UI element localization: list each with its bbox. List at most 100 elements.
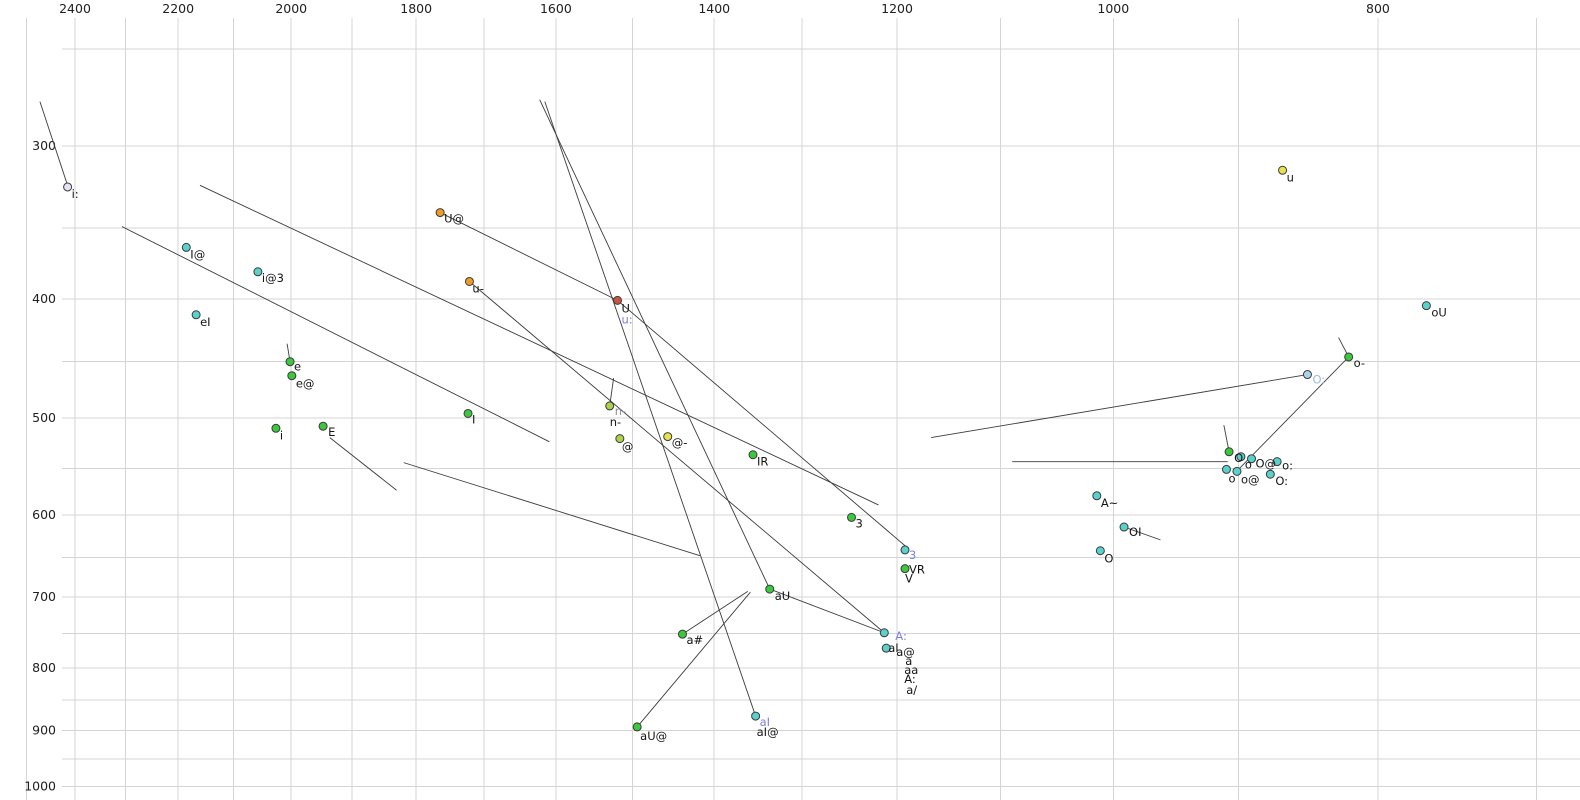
x-axis-tick-label: 1400 bbox=[698, 1, 730, 16]
vowel-label: i: bbox=[72, 187, 79, 201]
vowel-point[interactable] bbox=[663, 432, 673, 442]
vowel-label: eI bbox=[200, 315, 210, 329]
vowel-label: O: bbox=[1275, 474, 1288, 488]
vowel-points bbox=[63, 165, 1431, 732]
vowel-label: o- bbox=[1354, 356, 1365, 370]
vowel-point[interactable] bbox=[605, 401, 615, 411]
vowel-label: u- bbox=[472, 281, 483, 295]
y-axis-tick-label: 500 bbox=[32, 410, 56, 425]
y-axis-tick-label: 300 bbox=[32, 138, 56, 153]
vowel-point[interactable] bbox=[612, 295, 622, 305]
x-axis-tick-label: 1200 bbox=[881, 1, 913, 16]
vowel-point[interactable] bbox=[1272, 457, 1282, 467]
vowel-point[interactable] bbox=[1119, 522, 1129, 532]
vowel-label: A~ bbox=[1101, 496, 1119, 510]
y-axis-tick-label: 900 bbox=[32, 722, 56, 737]
vowel-point[interactable] bbox=[63, 182, 73, 192]
vowel-label: aI bbox=[888, 641, 898, 655]
vowel-label: e bbox=[294, 360, 301, 374]
trajectory-line bbox=[609, 377, 615, 406]
vowel-label: O@ bbox=[1256, 457, 1277, 471]
vowel-point[interactable] bbox=[463, 408, 473, 418]
vowel-label: n- bbox=[615, 404, 626, 418]
trajectory-line bbox=[469, 281, 885, 634]
vowel-point[interactable] bbox=[847, 512, 857, 522]
y-axis-tick-label: 400 bbox=[32, 291, 56, 306]
vowel-label: a/ bbox=[906, 683, 917, 697]
vowel-point[interactable] bbox=[615, 434, 625, 444]
vowel-point[interactable] bbox=[1092, 491, 1102, 501]
vowel-label: u: bbox=[621, 312, 632, 326]
vowel-label: A: bbox=[904, 672, 916, 686]
y-axis-tick-label: 700 bbox=[32, 589, 56, 604]
trajectory-line bbox=[617, 300, 909, 549]
vowel-point[interactable] bbox=[1344, 352, 1354, 362]
vowel-point[interactable] bbox=[1095, 546, 1105, 556]
vowel-point[interactable] bbox=[900, 545, 910, 555]
trajectory-line bbox=[329, 437, 397, 491]
x-axis-tick-label: 800 bbox=[1366, 1, 1390, 16]
vowel-point[interactable] bbox=[900, 564, 910, 574]
vowel-point[interactable] bbox=[181, 242, 191, 252]
trajectory-line bbox=[121, 226, 550, 443]
vowel-point[interactable] bbox=[285, 357, 295, 367]
vowel-point[interactable] bbox=[191, 310, 201, 320]
vowel-label: A: bbox=[895, 629, 907, 643]
vowel-point[interactable] bbox=[318, 421, 328, 431]
vowel-label: e@ bbox=[296, 377, 315, 391]
vowel-label: o bbox=[1245, 458, 1252, 472]
y-axis-tick-label: 800 bbox=[32, 660, 56, 675]
vowel-point[interactable] bbox=[1421, 301, 1431, 311]
vowel-label: U bbox=[621, 301, 629, 315]
vowel-label: O: bbox=[1312, 373, 1325, 387]
vowel-label: 3 bbox=[909, 548, 916, 562]
vowel-point[interactable] bbox=[1247, 454, 1257, 464]
x-axis-tick-label: 1600 bbox=[540, 1, 572, 16]
vowel-label: aI bbox=[760, 715, 770, 729]
trajectory-line bbox=[1223, 425, 1230, 452]
x-axis-tick-label: 2200 bbox=[162, 1, 194, 16]
trajectory-line bbox=[769, 588, 885, 634]
vowel-point[interactable] bbox=[1221, 464, 1231, 474]
vowel-label: VR bbox=[909, 563, 925, 577]
trajectory-line bbox=[439, 212, 618, 301]
vowel-label: I bbox=[472, 412, 475, 426]
vowel-point[interactable] bbox=[435, 208, 445, 218]
vowel-point[interactable] bbox=[765, 584, 775, 594]
vowel-point[interactable] bbox=[1232, 466, 1242, 476]
vowel-point[interactable] bbox=[287, 371, 297, 381]
trajectory-line bbox=[544, 101, 757, 717]
vowel-point[interactable] bbox=[1302, 370, 1312, 380]
trajectory-line bbox=[1123, 526, 1161, 541]
vowel-point[interactable] bbox=[1236, 452, 1246, 462]
vowel-label: i bbox=[280, 428, 283, 442]
vowel-point[interactable] bbox=[464, 276, 474, 286]
y-axis-tick-label: 600 bbox=[32, 507, 56, 522]
gridlines bbox=[26, 18, 1580, 800]
vowel-point[interactable] bbox=[632, 722, 642, 732]
vowel-point[interactable] bbox=[1278, 165, 1288, 175]
trajectory-line bbox=[403, 462, 701, 557]
vowel-label: u bbox=[1287, 170, 1294, 184]
vowel-point[interactable] bbox=[271, 423, 281, 433]
vowel-point[interactable] bbox=[881, 643, 891, 653]
vowel-label: OI bbox=[1129, 525, 1141, 539]
vowel-point[interactable] bbox=[1224, 447, 1234, 457]
y-axis-tick-label: 1000 bbox=[24, 779, 56, 794]
vowel-label: E bbox=[328, 425, 335, 439]
vowel-point[interactable] bbox=[677, 629, 687, 639]
vowel-point[interactable] bbox=[751, 711, 761, 721]
vowel-label: a bbox=[905, 654, 912, 668]
vowel-label: aa bbox=[904, 663, 918, 677]
vowel-label: aU bbox=[775, 589, 790, 603]
vowel-point[interactable] bbox=[253, 267, 263, 277]
vowel-label: aI@ bbox=[757, 725, 779, 739]
trajectory-line bbox=[636, 591, 751, 728]
vowel-point[interactable] bbox=[1265, 469, 1275, 479]
vowel-label: a# bbox=[686, 633, 703, 647]
vowel-point[interactable] bbox=[879, 628, 889, 638]
vowel-point[interactable] bbox=[748, 450, 758, 460]
